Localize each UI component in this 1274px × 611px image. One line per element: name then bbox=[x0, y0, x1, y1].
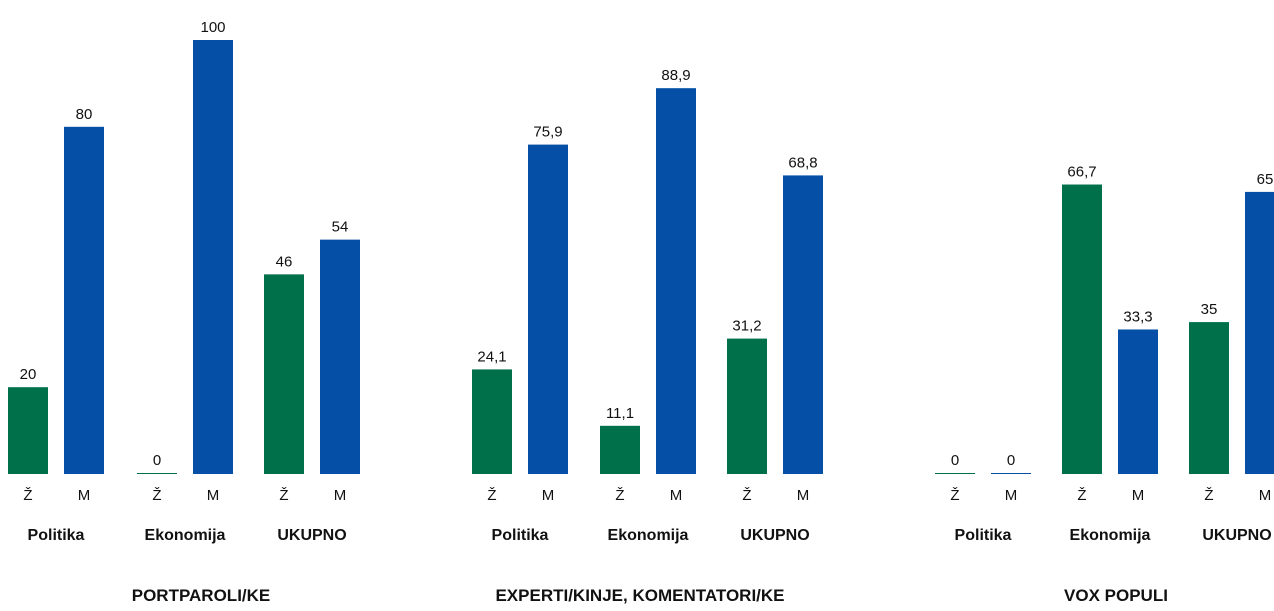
value-label: 11,1 bbox=[606, 405, 634, 422]
category-label: Politika bbox=[28, 527, 85, 544]
bar-tick-label: Ž bbox=[152, 487, 161, 504]
value-label: 35 bbox=[1201, 301, 1218, 318]
bar-female-ekonomija bbox=[137, 473, 177, 474]
bar-female-ekonomija bbox=[1062, 184, 1102, 474]
value-label: 0 bbox=[951, 452, 959, 469]
panel-title: EXPERTI/KINJE, KOMENTATORI/KE bbox=[495, 586, 784, 605]
bar-female-politika bbox=[935, 473, 975, 474]
bar-tick-label: M bbox=[207, 487, 220, 504]
bar-tick-label: Ž bbox=[1204, 487, 1213, 504]
bar-tick-label: Ž bbox=[23, 487, 32, 504]
category-label: UKUPNO bbox=[277, 527, 346, 544]
bar-tick-label: Ž bbox=[615, 487, 624, 504]
bar-female-politika bbox=[472, 369, 512, 474]
value-label: 20 bbox=[20, 366, 37, 383]
panel-title: VOX POPULI bbox=[1064, 586, 1168, 605]
bar-tick-label: Ž bbox=[487, 487, 496, 504]
bar-male-ekonomija bbox=[1118, 329, 1158, 474]
bar-tick-label: Ž bbox=[1077, 487, 1086, 504]
bar-tick-label: Ž bbox=[950, 487, 959, 504]
bar-male-ekonomija bbox=[656, 88, 696, 474]
bar-tick-label: M bbox=[78, 487, 91, 504]
bar-male-politika bbox=[64, 126, 104, 475]
value-label: 80 bbox=[76, 106, 93, 123]
bar-female-politika bbox=[8, 387, 48, 474]
bar-tick-label: M bbox=[1132, 487, 1145, 504]
value-label: 31,2 bbox=[732, 318, 761, 335]
panel-title: PORTPAROLI/KE bbox=[132, 586, 271, 605]
bar-male-ukupno bbox=[783, 175, 823, 474]
bar-female-ukupno bbox=[727, 338, 767, 474]
bar-female-ukupno bbox=[264, 274, 304, 474]
value-label: 100 bbox=[200, 19, 225, 36]
category-label: UKUPNO bbox=[1202, 527, 1271, 544]
category-label: Ekonomija bbox=[1070, 527, 1151, 544]
bar-male-politika bbox=[528, 144, 568, 474]
value-label: 66,7 bbox=[1067, 164, 1096, 181]
bar-tick-label: M bbox=[334, 487, 347, 504]
value-label: 68,8 bbox=[788, 154, 817, 171]
value-label: 46 bbox=[276, 253, 293, 270]
value-label: 0 bbox=[153, 452, 161, 469]
bar-female-ekonomija bbox=[600, 425, 640, 474]
category-label: Ekonomija bbox=[608, 527, 689, 544]
bar-tick-label: M bbox=[1259, 487, 1272, 504]
bar-tick-label: Ž bbox=[279, 487, 288, 504]
value-label: 75,9 bbox=[533, 124, 562, 141]
value-label: 0 bbox=[1007, 452, 1015, 469]
category-label: Politika bbox=[955, 527, 1012, 544]
value-label: 88,9 bbox=[661, 67, 690, 84]
bar-male-ukupno bbox=[320, 239, 360, 474]
value-label: 24,1 bbox=[477, 348, 506, 365]
value-label: 54 bbox=[332, 219, 349, 236]
chart-panel-3: 0 Ž 0 M Politika 66,7 Ž 33,3 M Ekonomija 35 Ž 65 M UKU… bbox=[935, 164, 1274, 605]
category-label: UKUPNO bbox=[740, 527, 809, 544]
category-label: Politika bbox=[492, 527, 549, 544]
bar-tick-label: M bbox=[797, 487, 810, 504]
bar-female-ukupno bbox=[1189, 322, 1229, 474]
chart-panel-2: 24,1 Ž 75,9 M Politika 11,1 Ž 88,9 M Ekonomija 31,… bbox=[472, 67, 823, 605]
value-label: 65 bbox=[1257, 171, 1274, 188]
bar-tick-label: Ž bbox=[742, 487, 751, 504]
bar-tick-label: M bbox=[670, 487, 683, 504]
bar-tick-label: M bbox=[1005, 487, 1018, 504]
bar-male-politika bbox=[991, 473, 1031, 474]
bar-male-ekonomija bbox=[193, 40, 233, 474]
bar-male-ukupno bbox=[1245, 191, 1274, 474]
category-label: Ekonomija bbox=[145, 527, 226, 544]
value-label: 33,3 bbox=[1123, 308, 1152, 325]
chart-panel-1: 20 Ž 80 M Politika 0 Ž 100 M Ekonomija 46 Ž 54 M UKUPN… bbox=[8, 19, 360, 605]
bar-tick-label: M bbox=[542, 487, 555, 504]
